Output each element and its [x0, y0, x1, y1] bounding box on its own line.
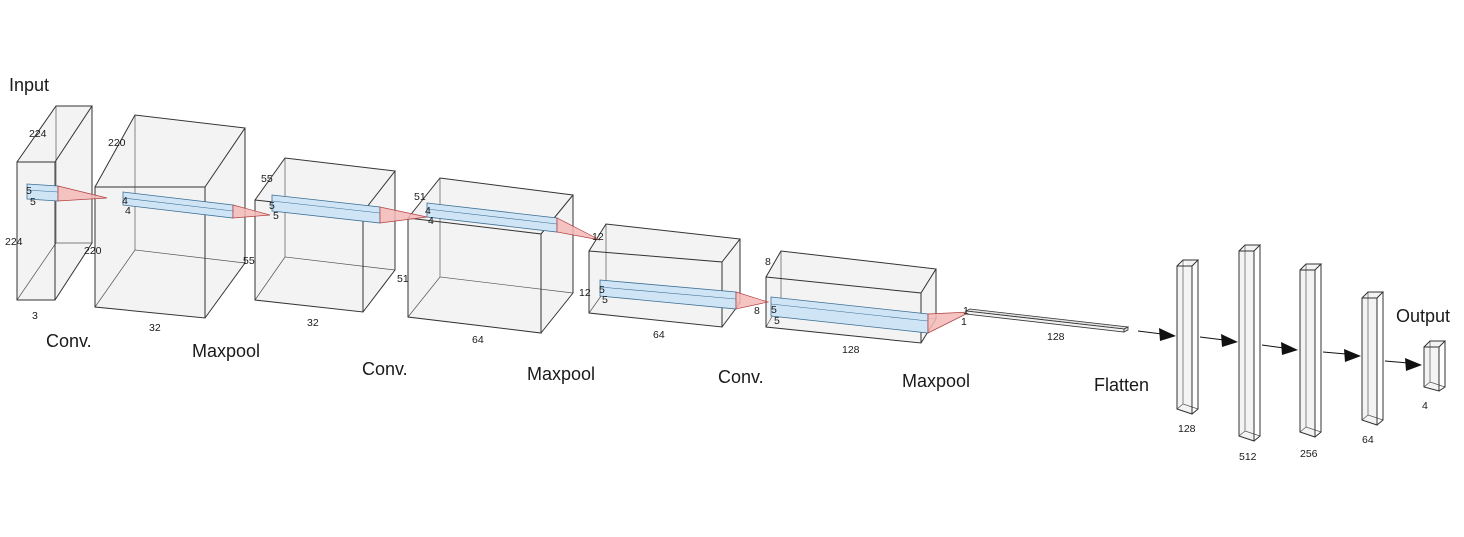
- kernel-4-size-b: 4: [428, 215, 434, 227]
- conv3-depth-label: 128: [842, 344, 860, 356]
- kernel-1-cone: [57, 185, 108, 202]
- fc2-size-label: 512: [1239, 451, 1257, 463]
- arrow-fc2-to-fc3: [1261, 342, 1298, 355]
- kernel-6: [770, 296, 971, 334]
- kernel-2-cone: [232, 204, 271, 219]
- conv1-block-side-face: [205, 128, 245, 318]
- kernel-6-cone: [927, 311, 971, 334]
- pool2-block: [588, 223, 741, 328]
- pool3-depth-label: 128: [1047, 331, 1065, 343]
- conv1-width-label: 220: [108, 137, 126, 149]
- kernel-3: [271, 194, 428, 224]
- output-size-label: 4: [1422, 400, 1428, 412]
- input-block-top-face: [17, 106, 92, 162]
- kernel-5-cone: [735, 291, 770, 310]
- caption-maxpool-3: Maxpool: [902, 371, 970, 391]
- kernel-4-size-a: 4: [425, 205, 431, 217]
- kernel-5: [599, 279, 770, 310]
- caption-conv-3: Conv.: [718, 367, 764, 387]
- pool2-depth-label: 64: [653, 329, 665, 341]
- caption-flatten: Flatten: [1094, 375, 1149, 395]
- pool1-block-hidden-edges: [254, 158, 396, 301]
- pool1-block-front-face: [255, 200, 363, 312]
- input-block-side-face: [55, 106, 92, 300]
- caption-conv-2: Conv.: [362, 359, 408, 379]
- kernel-3-size-a: 5: [269, 200, 275, 212]
- kernel-1: [26, 183, 108, 202]
- output-layer-4: [1423, 340, 1447, 392]
- kernel-3-cone: [379, 206, 428, 224]
- kernel-2-size-a: 4: [122, 195, 128, 207]
- kernel-3-size-b: 5: [273, 210, 279, 222]
- fc4-size-label: 64: [1362, 434, 1374, 446]
- pool3-height-label: 1: [961, 316, 967, 328]
- fc1-size-label: 128: [1178, 423, 1196, 435]
- input-width-label: 224: [29, 128, 47, 140]
- caption-input: Input: [9, 75, 49, 95]
- arrow-fc3-to-fc4: [1322, 349, 1361, 362]
- caption-maxpool-1: Maxpool: [192, 341, 260, 361]
- fc3-size-label: 256: [1300, 448, 1318, 460]
- input-depth-label: 3: [32, 310, 38, 322]
- kernel-1-size-b: 5: [30, 196, 36, 208]
- conv3-block-top-face: [766, 251, 936, 293]
- dense-layer-64: [1361, 291, 1385, 426]
- conv2-depth-label: 64: [472, 334, 484, 346]
- conv2-block-front-face: [408, 218, 541, 333]
- flatten-bar: [964, 308, 1130, 333]
- conv1-depth-label: 32: [149, 322, 161, 334]
- pool1-height-label: 55: [243, 255, 255, 267]
- conv1-block-edges: [94, 114, 246, 319]
- conv3-width-label: 8: [765, 256, 771, 268]
- kernel-6-size-a: 5: [771, 304, 777, 316]
- kernel-4-cone: [556, 217, 601, 241]
- kernel-4: [426, 202, 601, 241]
- dense-layer-256: [1299, 263, 1323, 438]
- pool1-depth-label: 32: [307, 317, 319, 329]
- kernel-2-size-b: 4: [125, 205, 131, 217]
- conv1-block-top-face: [95, 115, 245, 187]
- kernel-6-size-b: 5: [774, 315, 780, 327]
- caption-output: Output: [1396, 306, 1450, 326]
- input-block-edges: [16, 105, 93, 301]
- dense-layer-128: [1176, 259, 1200, 415]
- arrow-flatten-to-fc1: [1137, 328, 1176, 341]
- input-height-label: 224: [5, 236, 23, 248]
- conv1-height-label: 220: [84, 245, 102, 257]
- arrow-fc4-to-output: [1384, 358, 1422, 371]
- conv3-height-label: 8: [754, 305, 760, 317]
- pool1-width-label: 55: [261, 173, 273, 185]
- conv2-height-label: 51: [397, 273, 409, 285]
- conv1-block-front-face: [95, 187, 205, 318]
- pool2-block-top-face: [589, 224, 740, 262]
- conv1-block-hidden-edges: [94, 115, 246, 308]
- kernel-2: [122, 191, 271, 219]
- caption-conv-1: Conv.: [46, 331, 92, 351]
- kernel-1-size-a: 5: [26, 185, 32, 197]
- dense-layer-512: [1238, 244, 1262, 442]
- pool2-height-label: 12: [579, 287, 591, 299]
- input-block-hidden-edges: [16, 106, 92, 301]
- conv2-block: [407, 177, 574, 334]
- input-block-front-face: [17, 162, 55, 300]
- kernel-5-size-b: 5: [602, 294, 608, 306]
- arrow-fc1-to-fc2: [1199, 334, 1238, 347]
- pool2-width-label: 12: [592, 231, 604, 243]
- conv1-block: [94, 114, 246, 319]
- pool3-width-label: 1: [963, 305, 969, 317]
- kernel-5-size-a: 5: [599, 284, 605, 296]
- caption-maxpool-2: Maxpool: [527, 364, 595, 384]
- conv2-width-label: 51: [414, 191, 426, 203]
- pool1-block: [254, 157, 396, 313]
